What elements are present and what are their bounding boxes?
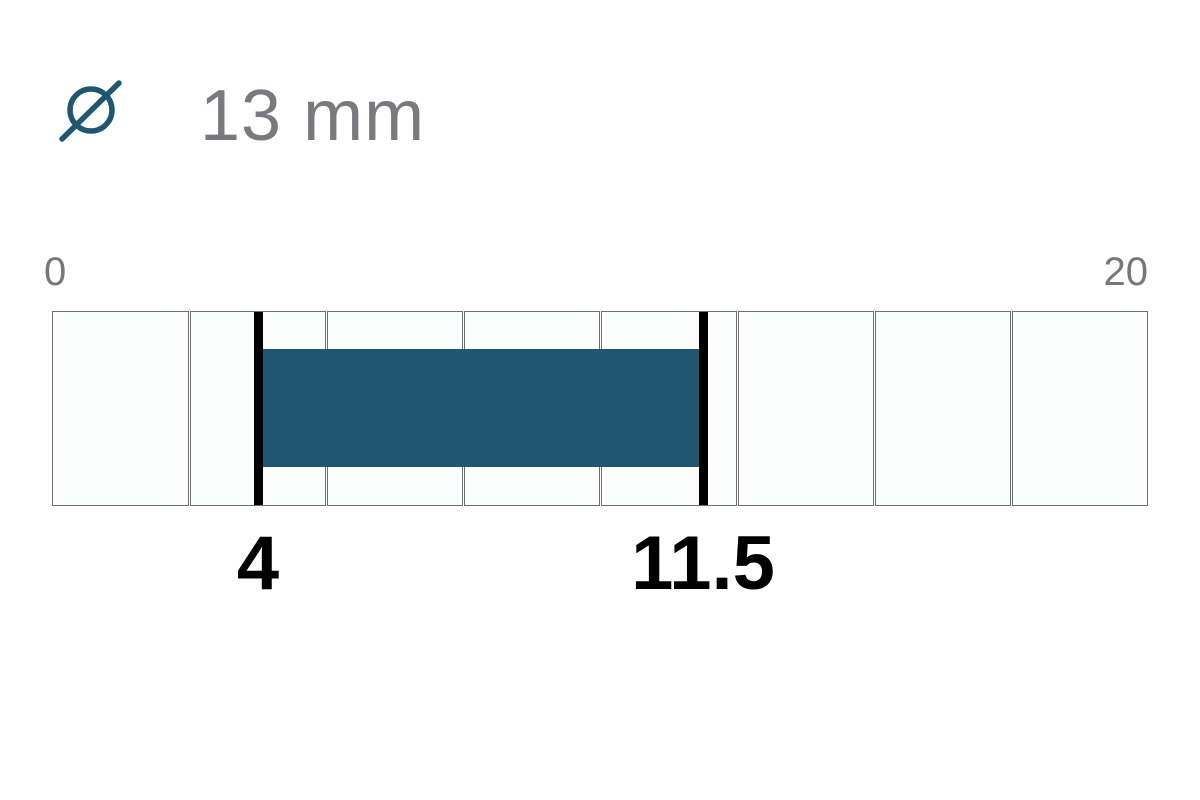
range-start-marker (254, 312, 263, 505)
range-bar (262, 349, 699, 467)
scale-max-label: 20 (1103, 250, 1149, 294)
diameter-value: 13 mm (200, 76, 426, 156)
range-end-marker (699, 312, 708, 505)
scale-segment (738, 311, 874, 506)
diameter-icon (59, 80, 122, 142)
range-end-label: 11.5 (631, 521, 775, 606)
scale-segment (1012, 311, 1148, 506)
scale-min-label: 0 (44, 250, 67, 294)
scale-segment (875, 311, 1011, 506)
scale-segment (52, 311, 189, 506)
range-start-label: 4 (236, 521, 280, 606)
